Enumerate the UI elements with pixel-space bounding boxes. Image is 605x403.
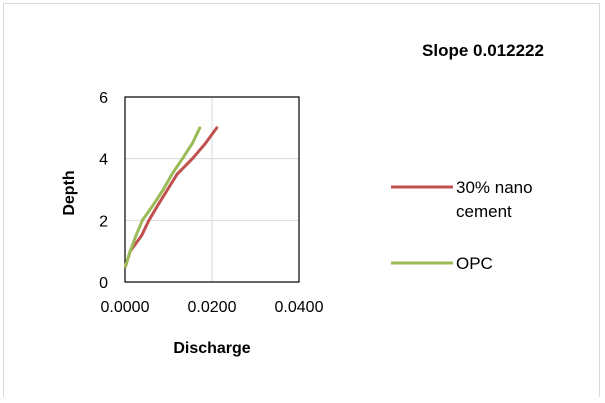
y-tick-label: 6 <box>99 90 108 107</box>
chart-frame: Slope 0.012222 0 2 4 6 0.0000 0.0200 0.0400 D… <box>3 3 600 397</box>
x-axis-label: Discharge <box>173 340 250 357</box>
x-axis-tick-labels: 0.0000 0.0200 0.0400 <box>101 299 324 316</box>
chart-title: Slope 0.012222 <box>422 41 544 60</box>
y-tick-label: 4 <box>99 152 108 169</box>
legend-label-0: cement <box>456 202 512 221</box>
series-line-0 <box>123 126 219 269</box>
grid-lines <box>125 97 299 282</box>
chart-svg: Slope 0.012222 0 2 4 6 0.0000 0.0200 0.0400 D… <box>61 41 544 357</box>
y-tick-label: 2 <box>99 213 108 230</box>
y-axis-tick-labels: 0 2 4 6 <box>99 90 108 292</box>
plot-area <box>124 96 300 283</box>
legend-label-1: OPC <box>456 254 493 273</box>
y-axis-label: Depth <box>61 170 78 215</box>
y-tick-label: 0 <box>99 275 108 292</box>
legend: 30% nano cement OPC <box>391 178 533 273</box>
x-tick-label: 0.0200 <box>188 299 237 316</box>
legend-label-0: 30% nano <box>456 178 533 197</box>
series-lines <box>123 126 219 269</box>
x-tick-label: 0.0400 <box>275 299 324 316</box>
series-line-1 <box>123 126 202 269</box>
x-tick-label: 0.0000 <box>101 299 150 316</box>
